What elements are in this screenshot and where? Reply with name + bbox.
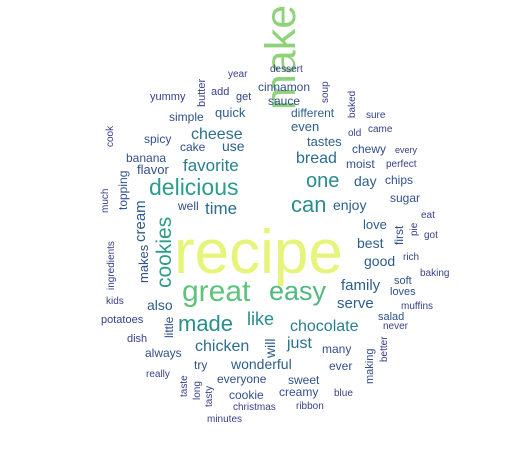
word-christmas: christmas [233, 402, 276, 413]
word-eat: eat [421, 210, 435, 221]
word-try: try [194, 358, 208, 372]
word-serve: serve [337, 295, 374, 312]
word-tastes: tastes [307, 134, 342, 149]
word-potatoes: potatoes [101, 314, 144, 326]
word-perfect: perfect [386, 159, 417, 170]
word-baking: baking [420, 268, 450, 279]
word-just: just [287, 335, 312, 352]
word-cookie: cookie [229, 388, 264, 402]
word-add: add [211, 86, 230, 98]
word-many: many [322, 342, 352, 356]
word-spicy: spicy [144, 132, 172, 146]
word-yummy: yummy [150, 91, 186, 103]
word-really: really [146, 369, 170, 380]
word-came: came [368, 124, 393, 135]
word-old: old [348, 128, 362, 139]
word-chewy: chewy [352, 142, 387, 156]
word-like: like [247, 309, 275, 329]
word-ribbon: ribbon [296, 401, 324, 412]
word-ingredients: ingredients [106, 241, 117, 290]
word-taste: taste [179, 375, 190, 397]
word-sure: sure [366, 110, 386, 121]
word-quick: quick [215, 105, 246, 120]
word-love: love [363, 217, 387, 232]
word-muffins: muffins [401, 301, 434, 312]
word-cinnamon: cinnamon [258, 80, 311, 94]
word-better: better [379, 336, 390, 362]
word-first: first [392, 225, 406, 245]
word-also: also [147, 297, 173, 313]
word-loves: loves [390, 286, 416, 298]
word-great: great [182, 275, 251, 308]
word-butter: butter [196, 78, 208, 107]
word-cake: cake [180, 140, 206, 154]
word-dish: dish [127, 333, 148, 345]
word-delicious: delicious [149, 174, 239, 200]
word-use: use [222, 138, 245, 154]
word-made: made [178, 311, 234, 336]
word-chicken: chicken [195, 338, 250, 355]
word-always: always [145, 346, 182, 360]
word-cookies: cookies [153, 216, 176, 288]
word-good: good [364, 253, 396, 269]
word-wonderful: wonderful [231, 356, 292, 372]
word-every: every [395, 145, 418, 155]
word-well: well [178, 199, 199, 213]
word-enjoy: enjoy [333, 197, 367, 213]
word-easy: easy [269, 276, 327, 306]
word-minutes: minutes [207, 414, 243, 425]
word-chocolate: chocolate [290, 318, 359, 335]
word-sweet: sweet [288, 373, 320, 387]
word-tasty: tasty [204, 385, 215, 407]
word-favorite: favorite [183, 156, 239, 175]
word-topping: topping [116, 170, 130, 210]
word-can: can [291, 192, 327, 217]
word-simple: simple [169, 110, 204, 124]
word-much: much [100, 188, 111, 213]
word-year: year [228, 69, 248, 80]
word-little: little [162, 316, 176, 338]
word-best: best [357, 235, 384, 251]
word-salad: salad [378, 311, 405, 323]
word-flavor: flavor [137, 162, 169, 177]
word-time: time [205, 199, 238, 218]
word-kids: kids [106, 296, 124, 307]
word-family: family [341, 277, 381, 294]
word-soft: soft [394, 275, 412, 287]
word-moist: moist [346, 157, 375, 171]
word-everyone: everyone [217, 372, 267, 386]
word-ever: ever [329, 359, 353, 373]
word-even: even [291, 119, 320, 134]
word-blue: blue [334, 388, 353, 399]
word-sugar: sugar [390, 191, 421, 205]
word-dessert: dessert [270, 64, 303, 75]
word-creamy: creamy [279, 385, 319, 399]
word-cheese: cheese [191, 126, 243, 143]
word-sauce: sauce [268, 94, 301, 108]
word-day: day [354, 173, 377, 189]
word-never: never [383, 321, 409, 332]
word-banana: banana [126, 151, 167, 165]
word-one: one [306, 170, 340, 192]
word-soup: soup [320, 81, 331, 103]
word-rich: rich [403, 252, 420, 263]
word-cook: cook [105, 125, 116, 147]
word-chips: chips [385, 173, 414, 187]
word-get: get [236, 91, 252, 103]
word-recipe: recipe [174, 218, 343, 287]
word-got: got [424, 230, 438, 241]
word-making: making [364, 348, 376, 384]
word-pie: pie [409, 222, 420, 236]
word-different: different [291, 106, 335, 120]
word-cream: cream [132, 200, 149, 242]
word-long: long [192, 381, 203, 400]
word-bread: bread [296, 150, 337, 167]
word-baked: baked [347, 90, 358, 118]
word-makes: makes [136, 244, 151, 283]
